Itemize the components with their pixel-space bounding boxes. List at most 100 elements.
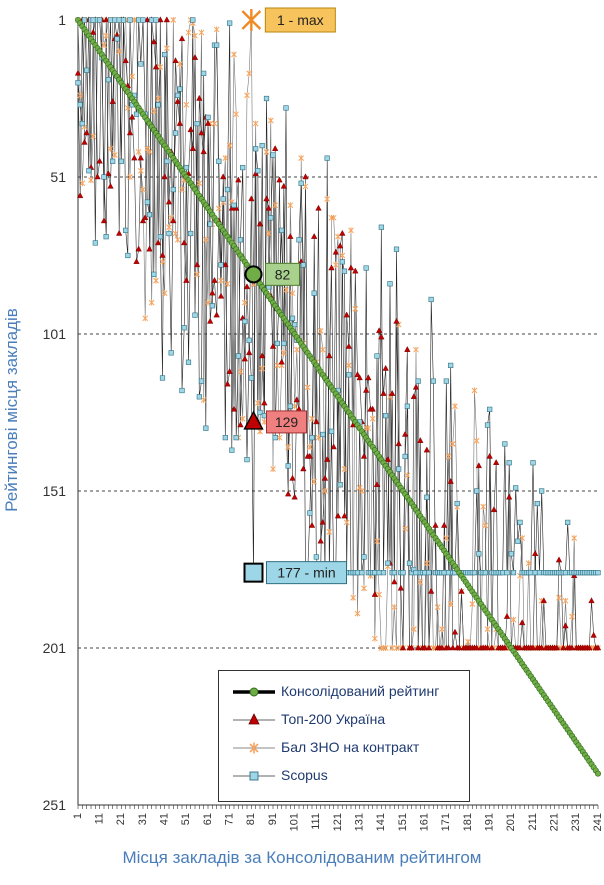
- scopus-point: [298, 180, 304, 186]
- top200-point: [150, 38, 157, 45]
- scopus-point: [140, 17, 146, 23]
- scopus-point: [484, 422, 491, 428]
- top200-point: [211, 276, 218, 283]
- zno-point: [77, 92, 84, 99]
- top200-point: [263, 195, 270, 202]
- x-tick-label: 211: [527, 813, 539, 831]
- scopus-point: [84, 67, 90, 73]
- scopus-point: [279, 227, 285, 233]
- scopus-point: [157, 234, 163, 240]
- scopus-point: [183, 164, 189, 171]
- top200-point: [181, 239, 188, 246]
- top200-point: [161, 173, 168, 180]
- scopus-point: [281, 340, 287, 347]
- scopus-point: [515, 538, 521, 544]
- zno-point: [135, 148, 142, 155]
- scopus-point: [292, 321, 298, 328]
- zno-point: [443, 535, 450, 542]
- zno-point: [166, 224, 172, 231]
- scopus-point: [149, 17, 155, 23]
- top200-point: [380, 390, 387, 396]
- scopus-point: [127, 17, 133, 23]
- zno-point: [90, 133, 97, 140]
- scopus-point: [101, 174, 107, 180]
- zno-point: [569, 613, 575, 620]
- top200-point: [568, 644, 576, 651]
- scopus-label-box: [266, 561, 347, 585]
- max-label-box: [264, 7, 336, 33]
- scopus-point: [513, 485, 519, 491]
- zno-point: [237, 368, 244, 375]
- top200-point: [501, 644, 508, 651]
- zno-point: [319, 346, 326, 353]
- top200-point: [157, 16, 164, 23]
- scopus-point: [354, 570, 361, 576]
- top200-point: [235, 176, 242, 183]
- scopus-point: [372, 570, 378, 576]
- zno-point: [434, 604, 441, 611]
- x-tick-label: 81: [245, 813, 257, 825]
- x-tick-label: 161: [419, 813, 431, 831]
- top200-point: [389, 390, 396, 396]
- top200-point: [248, 195, 255, 202]
- scopus-point: [313, 554, 319, 560]
- scopus-point: [274, 340, 280, 347]
- scopus-point: [133, 111, 140, 117]
- top200-point: [363, 386, 370, 393]
- top200-point: [475, 462, 482, 469]
- top200-point: [553, 644, 560, 651]
- top200-point: [519, 619, 526, 626]
- zno-point: [172, 230, 179, 237]
- zno-point: [144, 145, 151, 152]
- top200-point: [194, 261, 201, 268]
- top200-point: [412, 383, 420, 390]
- top200-point: [391, 578, 398, 585]
- zno-point: [352, 305, 359, 312]
- y-tick-label: 101: [43, 326, 67, 342]
- top200-point: [139, 217, 147, 224]
- scopus-point: [244, 456, 250, 463]
- scopus-point: [81, 17, 88, 23]
- scopus-point: [242, 318, 248, 325]
- zno-point: [302, 183, 309, 190]
- top200-point: [321, 474, 329, 481]
- zno-point: [244, 92, 250, 99]
- x-tick-label: 1: [72, 813, 84, 819]
- scopus-point: [136, 17, 142, 23]
- scopus-point: [502, 441, 508, 447]
- x-tick-label: 101: [289, 813, 301, 831]
- top200-point: [516, 644, 524, 651]
- top200-point: [100, 217, 108, 224]
- scopus-point: [196, 394, 202, 400]
- top200-point: [458, 587, 465, 594]
- top200-point: [447, 477, 454, 484]
- zno-point: [317, 327, 324, 334]
- top200-point: [311, 233, 318, 239]
- scopus-point: [424, 494, 430, 500]
- scopus-point: [268, 215, 274, 221]
- zno-point: [315, 434, 322, 441]
- zno-point: [350, 594, 357, 601]
- top200-label: 129: [275, 414, 299, 430]
- zno-point: [445, 453, 452, 460]
- scopus-point: [229, 447, 235, 453]
- zno-point: [163, 45, 170, 52]
- top200-point: [256, 220, 264, 227]
- top200-point: [289, 474, 296, 481]
- y-axis-title: Рейтингові місця закладів: [2, 308, 21, 512]
- top200-point: [207, 317, 214, 324]
- top200-point: [354, 371, 361, 378]
- zno-point: [571, 535, 578, 542]
- top200-point: [174, 98, 181, 104]
- scopus-point: [454, 500, 460, 507]
- top200-point: [451, 628, 459, 635]
- zno-point: [309, 415, 315, 422]
- scopus-point: [595, 570, 601, 576]
- zno-point: [226, 142, 233, 149]
- scopus-point: [123, 227, 129, 233]
- scopus-point: [387, 281, 393, 287]
- scopus-point: [203, 425, 209, 431]
- scopus-point: [341, 268, 348, 274]
- zno-point: [348, 227, 354, 234]
- legend-label: Консолідований рейтинг: [281, 683, 440, 699]
